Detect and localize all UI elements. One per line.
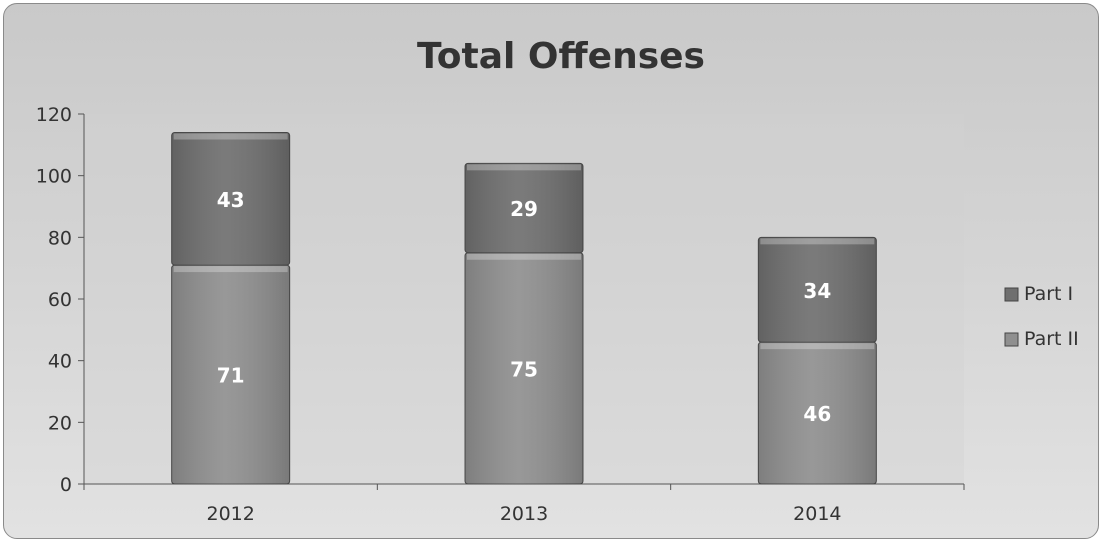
bar-segment-shade (171, 132, 290, 266)
bar-segment-shade (758, 237, 877, 343)
data-label: 46 (803, 402, 831, 426)
data-label: 43 (217, 188, 245, 212)
chart-title: Total Offenses (417, 36, 705, 77)
bar-bevel (173, 133, 288, 140)
data-label: 75 (510, 357, 538, 381)
y-tick-label: 100 (36, 166, 72, 188)
x-tick-label: 2013 (500, 503, 548, 525)
bar-segment-shade (758, 342, 877, 484)
bar-segment-shade (465, 163, 583, 253)
data-label: 71 (217, 364, 245, 388)
bar-segment-shade (171, 265, 290, 484)
bar-bevel (467, 164, 581, 171)
chart-svg: Total Offenses 0 20 40 60 80 100 120 2012 2013 20… (36, 36, 1079, 525)
data-label: 29 (510, 197, 538, 221)
bar-bevel (173, 266, 288, 273)
legend-label: Part II (1024, 328, 1079, 350)
legend: Part I Part II (1004, 283, 1079, 350)
x-tick-label: 2014 (793, 503, 841, 525)
bar-bevel (760, 343, 875, 350)
legend-swatch (1004, 287, 1019, 302)
bar-segment-shade (465, 252, 583, 484)
y-tick-label: 40 (48, 351, 72, 373)
y-tick-label: 120 (36, 104, 72, 126)
bar-bevel (760, 238, 875, 245)
y-tick-label: 0 (60, 474, 72, 496)
y-tick-label: 20 (48, 412, 72, 434)
y-tick-label: 60 (48, 289, 72, 311)
x-tick-label: 2012 (206, 503, 254, 525)
bar-bevel (467, 253, 581, 260)
y-tick-label: 80 (48, 227, 72, 249)
data-label: 34 (803, 279, 831, 303)
data-labels: 71 43 75 29 46 34 (217, 188, 832, 426)
chart-frame: Total Offenses 0 20 40 60 80 100 120 2012 2013 20… (3, 3, 1099, 539)
legend-label: Part I (1024, 283, 1073, 305)
bars (171, 132, 877, 485)
legend-swatch (1004, 332, 1019, 347)
